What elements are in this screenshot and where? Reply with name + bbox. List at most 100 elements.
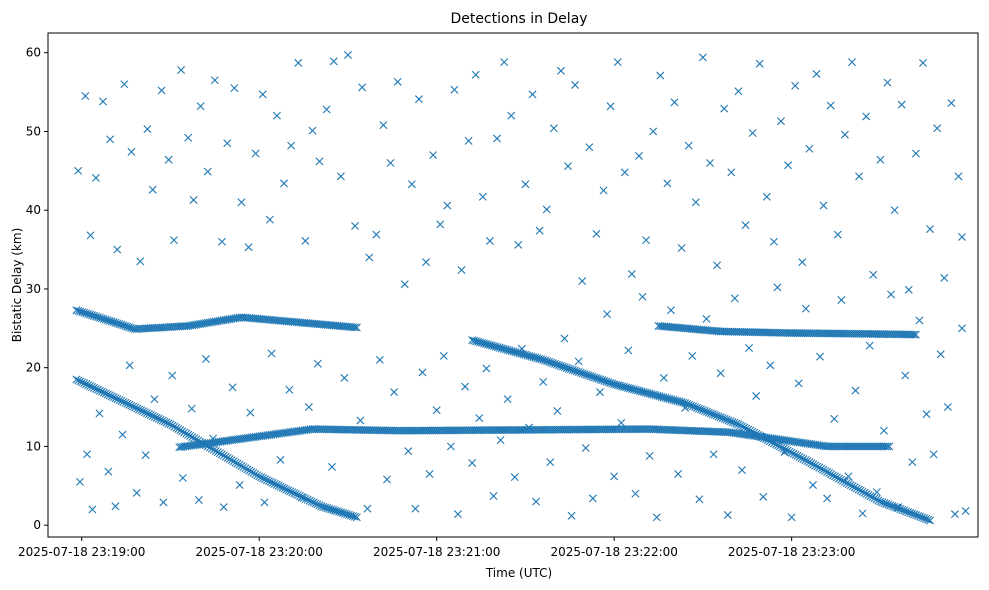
data-point <box>282 485 291 494</box>
data-point <box>961 507 970 516</box>
data-point <box>478 192 487 201</box>
data-point <box>874 496 883 505</box>
data-point <box>813 329 822 338</box>
data-point <box>86 231 95 240</box>
data-point <box>347 425 356 434</box>
data-point <box>280 484 289 493</box>
data-point <box>958 324 967 333</box>
data-point <box>400 280 409 289</box>
data-point <box>101 389 110 398</box>
data-point <box>633 425 642 434</box>
data-point <box>276 482 285 491</box>
data-point <box>627 269 636 278</box>
data-point <box>831 472 840 481</box>
data-point <box>581 444 590 453</box>
data-point <box>861 442 870 451</box>
data-point <box>842 478 851 487</box>
data-point <box>864 491 873 499</box>
data-point <box>270 479 279 488</box>
data-point <box>260 498 269 507</box>
data-point <box>262 476 271 485</box>
data-point <box>905 330 914 339</box>
data-point <box>309 498 318 507</box>
data-point <box>791 329 800 338</box>
data-point <box>189 195 198 204</box>
data-point <box>569 425 578 434</box>
data-point <box>489 426 498 435</box>
data-point <box>736 421 745 430</box>
data-point <box>465 426 474 435</box>
data-point <box>322 425 331 434</box>
data-point <box>799 455 808 464</box>
data-point <box>95 386 104 395</box>
data-point <box>787 448 796 457</box>
data-point <box>825 442 834 451</box>
data-point <box>301 236 310 245</box>
data-point <box>575 425 584 434</box>
data-point <box>414 426 423 435</box>
data-point <box>223 139 232 148</box>
data-point <box>123 399 132 408</box>
y-axis-label: Bistatic Delay (km) <box>10 228 24 343</box>
data-point <box>365 253 374 262</box>
data-point <box>850 442 859 451</box>
data-point <box>884 330 893 339</box>
data-point <box>926 516 935 525</box>
data-point <box>510 473 519 482</box>
data-point <box>127 147 136 156</box>
data-point <box>496 426 505 435</box>
data-point <box>343 51 352 60</box>
data-point <box>702 314 711 323</box>
data-point <box>583 425 592 434</box>
data-point <box>829 471 838 480</box>
data-point <box>97 387 106 396</box>
data-point <box>518 425 527 434</box>
data-point <box>243 465 252 474</box>
data-point <box>336 425 345 434</box>
data-point <box>140 408 149 417</box>
data-point <box>836 475 845 484</box>
data-point <box>911 149 920 158</box>
data-point <box>401 426 410 435</box>
y-tick-label: 60 <box>26 46 41 60</box>
data-point <box>844 329 853 338</box>
data-point <box>517 344 526 353</box>
data-point <box>139 407 148 416</box>
data-point <box>120 80 129 89</box>
data-point <box>307 497 316 506</box>
data-point <box>160 417 169 426</box>
data-point <box>908 458 917 467</box>
data-point <box>599 186 608 195</box>
data-point <box>755 59 764 68</box>
data-point <box>670 98 679 107</box>
data-point <box>547 425 556 434</box>
y-tick-label: 20 <box>26 361 41 375</box>
data-point <box>865 341 874 350</box>
data-point <box>811 461 820 470</box>
data-point <box>836 442 845 451</box>
data-point <box>148 411 157 420</box>
data-point <box>713 261 722 270</box>
data-point <box>549 425 558 434</box>
data-point <box>444 426 453 435</box>
data-point <box>830 442 839 451</box>
data-point <box>227 456 236 465</box>
data-point <box>318 425 327 434</box>
data-point <box>803 457 812 466</box>
data-point <box>862 489 871 498</box>
data-point <box>353 425 362 434</box>
data-point <box>251 470 260 479</box>
data-point <box>901 371 910 380</box>
data-point <box>352 323 361 332</box>
data-point <box>438 426 447 435</box>
data-point <box>278 483 287 492</box>
data-point <box>610 425 619 434</box>
data-point <box>389 426 398 435</box>
data-point <box>883 442 892 451</box>
data-point <box>904 330 912 339</box>
data-point <box>890 206 899 215</box>
data-point <box>864 329 873 338</box>
data-point <box>324 425 333 434</box>
data-point <box>610 472 619 481</box>
data-point <box>752 392 761 401</box>
